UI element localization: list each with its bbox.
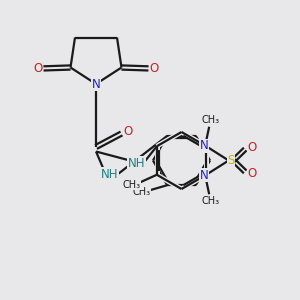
Text: O: O [149,62,158,75]
Text: CH₃: CH₃ [202,196,220,206]
Text: O: O [124,124,133,138]
Text: O: O [247,141,256,154]
Text: CH₃: CH₃ [202,115,220,125]
Text: N: N [92,77,100,91]
Text: CH₃: CH₃ [132,187,150,197]
Text: N: N [200,140,209,152]
Text: NH: NH [128,157,145,170]
Text: O: O [247,167,256,180]
Text: O: O [34,62,43,75]
Text: N: N [200,169,209,182]
Text: S: S [227,154,235,167]
Text: NH: NH [101,167,118,181]
Text: CH₃: CH₃ [123,180,141,190]
